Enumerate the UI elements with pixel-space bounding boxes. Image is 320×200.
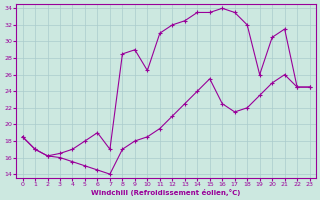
X-axis label: Windchill (Refroidissement éolien,°C): Windchill (Refroidissement éolien,°C)	[92, 189, 241, 196]
